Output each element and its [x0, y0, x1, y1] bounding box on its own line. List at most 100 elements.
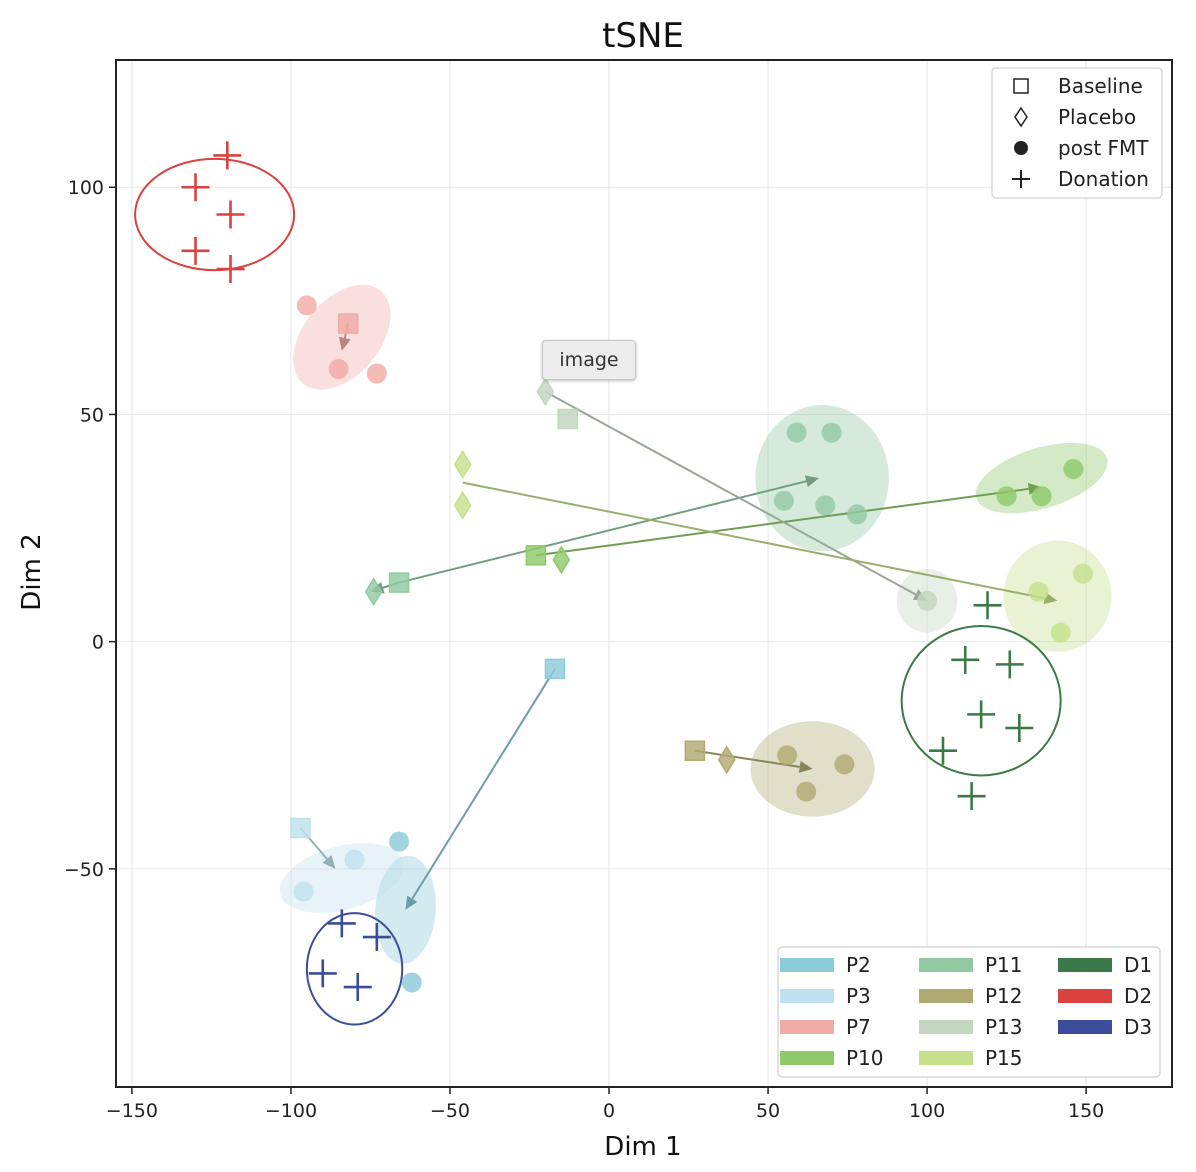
data-point-p12-diamond — [717, 745, 736, 775]
data-point-d2-plus — [213, 141, 242, 170]
arrow-head-p12 — [798, 760, 813, 773]
cluster-ellipse-d2 — [134, 157, 296, 272]
cluster-ellipse-p7 — [293, 284, 391, 390]
legend-square-icon — [1013, 78, 1029, 94]
axis-ticks: −150 −100 −50 0 50 100 150 −50 0 50 100 — [64, 177, 1104, 1122]
legend-diamond-icon — [1014, 106, 1028, 128]
data-point-p10-square — [525, 545, 547, 566]
legend-plus-icon — [1012, 170, 1030, 188]
data-point-d1-plus — [928, 736, 957, 765]
data-point-p13-circle — [917, 590, 938, 611]
data-point-p12-circle — [834, 754, 855, 775]
plot-frame — [115, 59, 1173, 1088]
data-point-d1-plus — [967, 700, 996, 729]
legend-swatch-p10 — [780, 1051, 834, 1065]
data-point-p12-circle — [777, 745, 798, 766]
legend-label-p13: P13 — [985, 1015, 1023, 1039]
data-point-p15-circle — [1028, 581, 1049, 602]
cluster-ellipse-p12 — [750, 721, 875, 817]
data-point-p11-circle — [786, 422, 807, 443]
y-axis-label: Dim 2 — [17, 533, 47, 610]
data-point-d1-plus — [951, 645, 980, 674]
data-point-p10-circle — [1031, 486, 1052, 507]
data-point-d1-plus — [1005, 714, 1034, 743]
cluster-ellipse-p11 — [755, 404, 889, 552]
data-point-p12-square — [684, 740, 706, 761]
legend-swatch-p11 — [919, 958, 973, 972]
x-tick-label: −50 — [430, 1100, 470, 1122]
arrow-head-p2 — [405, 895, 418, 910]
data-point-p11-square — [388, 572, 410, 593]
legend-swatch-d1 — [1058, 958, 1112, 972]
data-point-p12-circle — [796, 781, 817, 802]
legend-label-p12: P12 — [985, 984, 1023, 1008]
legend-swatch-d3 — [1058, 1020, 1112, 1034]
data-point-p15-circle — [1072, 563, 1093, 584]
data-point-d3-plus — [327, 909, 356, 938]
data-point-d1-plus — [957, 782, 986, 811]
trajectory-arrow-p15 — [462, 481, 1045, 600]
legend-label-p7: P7 — [846, 1015, 871, 1039]
data-point-p13-diamond — [536, 377, 555, 407]
data-point-p11-circle — [821, 422, 842, 443]
x-axis-label: Dim 1 — [604, 1132, 681, 1162]
arrow-head-p11 — [804, 475, 819, 488]
data-point-d3-plus — [362, 923, 391, 952]
data-point-p10-circle — [1063, 458, 1084, 479]
arrow-head-p10 — [1027, 482, 1042, 495]
data-point-p11-circle — [773, 490, 794, 511]
data-point-p11-circle — [815, 495, 836, 516]
data-point-p7-circle — [328, 359, 349, 380]
legend-label-donation: Donation — [1058, 167, 1149, 191]
legend-label-d3: D3 — [1124, 1015, 1152, 1039]
legend-label-d1: D1 — [1124, 953, 1152, 977]
x-tick-label: 100 — [909, 1100, 945, 1122]
data-point-p2-circle — [401, 972, 422, 993]
legend-swatch-p2 — [780, 958, 834, 972]
y-tick-label: 50 — [80, 404, 104, 426]
image-tooltip: image — [542, 340, 636, 380]
y-tick-label: −50 — [64, 859, 104, 881]
point-layer — [181, 141, 1093, 1002]
x-tick-label: 50 — [756, 1100, 780, 1122]
data-point-p10-circle — [996, 486, 1017, 507]
data-point-d2-plus — [181, 173, 210, 202]
data-point-p11-circle — [847, 504, 868, 525]
legend-swatch-d2 — [1058, 989, 1112, 1003]
data-point-p2-square — [544, 658, 566, 680]
data-point-p7-square — [337, 313, 359, 334]
data-point-d1-plus — [995, 650, 1024, 679]
y-tick-label: 100 — [68, 177, 104, 199]
legend-label-d2: D2 — [1124, 984, 1152, 1008]
x-tick-label: −100 — [265, 1100, 317, 1122]
arrow-head-p7 — [338, 336, 351, 351]
legend-label-baseline: Baseline — [1058, 74, 1143, 98]
data-point-d2-plus — [216, 200, 245, 229]
data-point-p2-circle — [389, 831, 410, 852]
data-point-d3-plus — [308, 959, 337, 988]
x-tick-label: −150 — [106, 1100, 158, 1122]
trajectory-arrow-p2 — [411, 668, 556, 900]
trajectory-arrow-p12 — [694, 749, 800, 768]
color-legend: P2 P3 P7 P10 P11 P12 P13 P15 D1 D2 D3 — [777, 946, 1161, 1078]
legend-swatch-p7 — [780, 1020, 834, 1034]
data-point-p15-circle — [1050, 622, 1071, 643]
data-point-p15-diamond — [453, 490, 472, 520]
data-point-d1-plus — [973, 591, 1002, 620]
data-point-p3-square — [290, 817, 311, 839]
legend-swatch-p12 — [919, 989, 973, 1003]
data-point-p3-circle — [293, 881, 314, 902]
legend-label-p2: P2 — [846, 953, 871, 977]
legend-swatch-p15 — [919, 1051, 973, 1065]
legend-label-post-fmt: post FMT — [1058, 136, 1149, 160]
legend-label-p3: P3 — [846, 984, 871, 1008]
data-point-p7-circle — [366, 363, 387, 384]
y-tick-label: 0 — [92, 632, 104, 654]
legend-label-p15: P15 — [985, 1046, 1023, 1070]
data-point-p13-square — [557, 408, 578, 430]
cluster-ellipse-d1 — [900, 624, 1062, 777]
cluster-ellipse-d3 — [305, 912, 404, 1026]
arrow-head-p3 — [322, 855, 336, 869]
legend-label-placebo: Placebo — [1058, 105, 1136, 129]
